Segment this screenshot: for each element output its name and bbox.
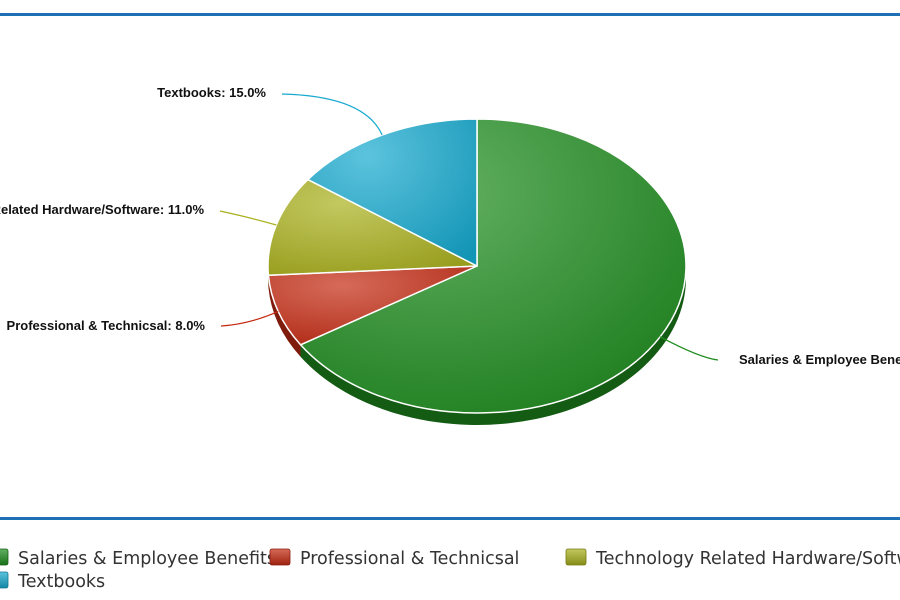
pie-slice-professional-technicsal[interactable] — [267, 265, 478, 346]
leader-line-salaries-employee-benefits — [659, 336, 719, 361]
legend: Salaries & Employee Benefits Professional… — [0, 548, 900, 592]
slice-label-technology-related-hardware-software: Technology Related Hardware/Software: 11… — [0, 202, 204, 217]
legend-label-salaries-employee-benefits: Salaries & Employee Benefits — [18, 549, 276, 569]
pie-slice-layer — [267, 118, 687, 414]
legend-item-professional-technicsal[interactable]: Professional & Technicsal — [269, 548, 519, 569]
legend-item-salaries-employee-benefits[interactable]: Salaries & Employee Benefits — [0, 548, 276, 569]
legend-swatch-textbooks — [0, 571, 9, 589]
legend-swatch-technology-related-hardware-software — [565, 548, 587, 566]
legend-item-technology-related-hardware-software[interactable]: Technology Related Hardware/Software — [565, 548, 900, 569]
top-rule — [0, 13, 900, 16]
pie-slice-textbooks[interactable] — [307, 118, 478, 267]
slice-label-professional-technicsal: Professional & Technicsal: 8.0% — [7, 318, 206, 333]
legend-swatch-professional-technicsal — [269, 548, 291, 566]
leader-line-professional-technicsal — [220, 310, 279, 327]
legend-separator-rule — [0, 517, 900, 520]
slice-side-professional-technicsal — [268, 275, 301, 357]
leader-line-textbooks — [281, 93, 383, 136]
legend-item-textbooks[interactable]: Textbooks — [0, 571, 105, 592]
pie-slice-salaries-employee-benefits[interactable] — [299, 118, 687, 414]
leader-line-technology-related-hardware-software — [219, 210, 277, 226]
slice-label-layer: Salaries & Employee Benefits: 66.0% Profe… — [0, 85, 900, 367]
slice-label-salaries-employee-benefits: Salaries & Employee Benefits: 66.0% — [739, 352, 900, 367]
legend-label-textbooks: Textbooks — [17, 572, 105, 592]
legend-swatch-salaries-employee-benefits — [0, 548, 9, 566]
slice-label-textbooks: Textbooks: 15.0% — [157, 85, 266, 100]
legend-label-technology-related-hardware-software: Technology Related Hardware/Software — [595, 549, 900, 569]
legend-label-professional-technicsal: Professional & Technicsal — [300, 549, 519, 569]
